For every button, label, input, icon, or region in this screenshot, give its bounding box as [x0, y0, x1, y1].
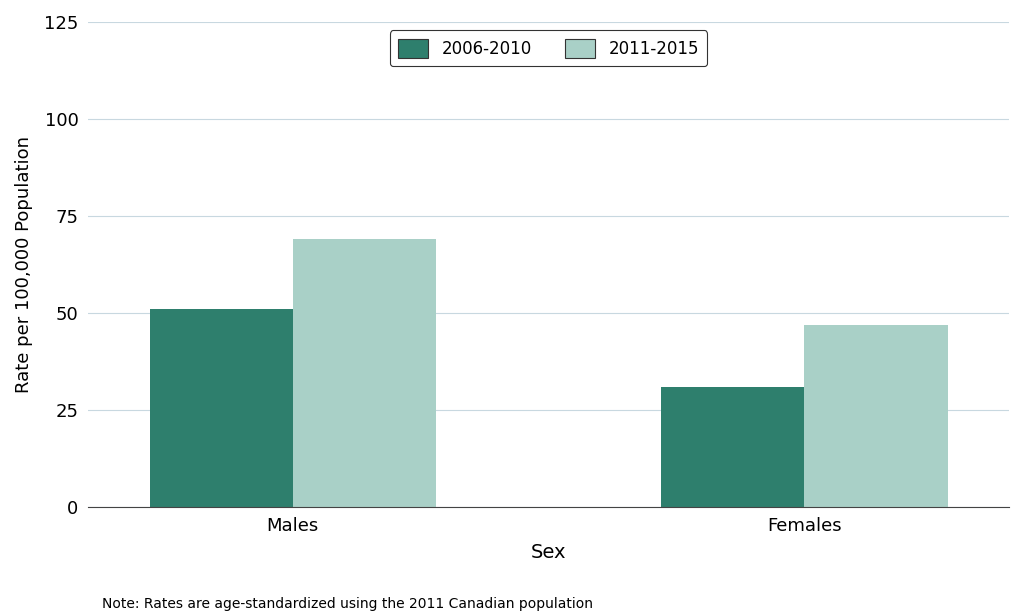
Y-axis label: Rate per 100,000 Population: Rate per 100,000 Population	[15, 136, 33, 393]
Bar	[150, 309, 293, 507]
Legend: 2006-2010, 2011-2015: 2006-2010, 2011-2015	[390, 30, 708, 66]
X-axis label: Sex: Sex	[530, 543, 566, 562]
Bar	[805, 325, 947, 507]
Text: Note: Rates are age-standardized using the 2011 Canadian population: Note: Rates are age-standardized using t…	[102, 597, 593, 611]
Bar	[293, 239, 436, 507]
Bar	[662, 387, 805, 507]
